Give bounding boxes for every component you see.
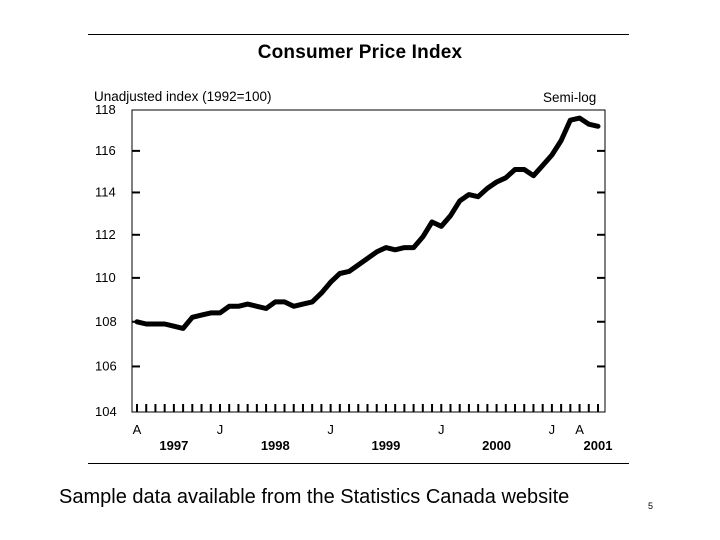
x-month-label: A bbox=[575, 422, 584, 437]
y-tick-label: 108 bbox=[95, 314, 117, 329]
y-tick-label: 104 bbox=[95, 404, 117, 419]
scale-note: Semi-log bbox=[543, 90, 597, 105]
x-year-label: 1999 bbox=[371, 438, 400, 453]
x-year-label: 1998 bbox=[261, 438, 290, 453]
chart-title: Consumer Price Index bbox=[257, 42, 463, 63]
bottom-rule bbox=[88, 463, 629, 464]
x-year-label: 2001 bbox=[584, 438, 613, 453]
y-tick-label: 114 bbox=[95, 184, 116, 199]
x-month-label: J bbox=[438, 422, 445, 437]
slide-caption: Sample data available from the Statistic… bbox=[59, 486, 570, 508]
x-month-label: A bbox=[133, 422, 142, 437]
x-axis-labels: A J J J J A 1997 1998 1999 2000 2001 bbox=[133, 422, 613, 453]
x-year-label: 1997 bbox=[159, 438, 188, 453]
series-line-cpi bbox=[134, 115, 601, 331]
slide-number: 5 bbox=[648, 501, 654, 511]
y-axis-label: Unadjusted index (1992=100) bbox=[94, 89, 272, 104]
x-year-label: 2000 bbox=[482, 438, 511, 453]
x-axis-ticks bbox=[136, 404, 599, 412]
y-tick-label: 116 bbox=[95, 143, 116, 158]
x-month-label: J bbox=[217, 422, 224, 437]
plot-frame bbox=[131, 109, 606, 413]
top-rule bbox=[88, 34, 629, 35]
y-axis-ticks: 104 106 108 110 112 114 116 118 bbox=[95, 102, 605, 419]
x-month-label: J bbox=[327, 422, 334, 437]
y-tick-label: 106 bbox=[95, 358, 117, 373]
x-month-label: J bbox=[549, 422, 556, 437]
y-tick-label: 110 bbox=[95, 270, 116, 285]
y-tick-label: 118 bbox=[95, 102, 116, 117]
y-tick-label: 112 bbox=[95, 227, 116, 242]
